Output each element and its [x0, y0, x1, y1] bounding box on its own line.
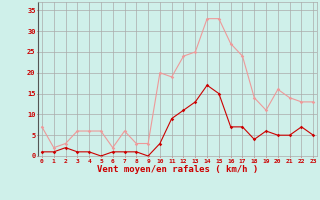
X-axis label: Vent moyen/en rafales ( km/h ): Vent moyen/en rafales ( km/h ) [97, 165, 258, 174]
